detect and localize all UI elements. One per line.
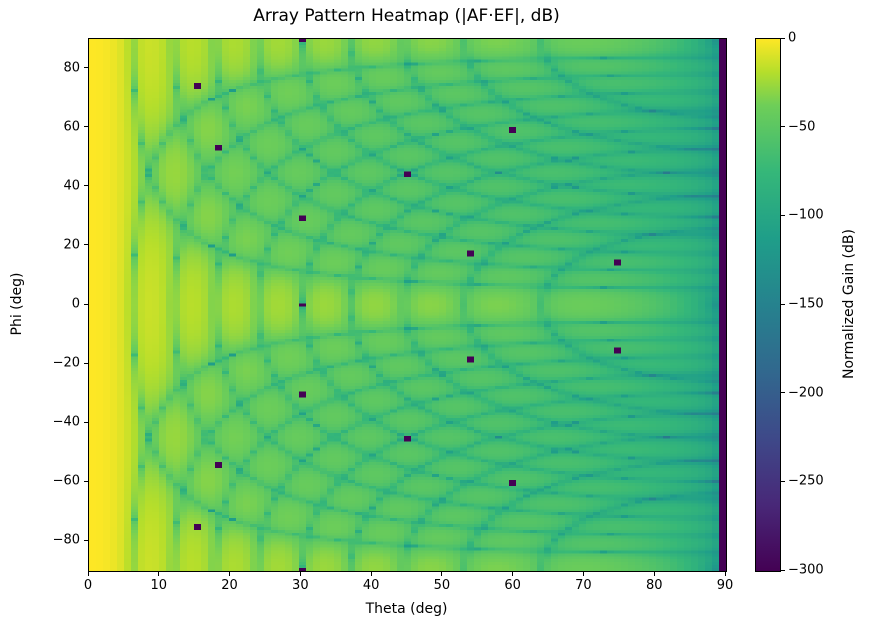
y-axis-label: Phi (deg) (9, 272, 25, 336)
y-tick-mark (84, 539, 88, 541)
colorbar-tick-label: −300 (788, 562, 824, 578)
colorbar-tick-label: 0 (788, 30, 797, 46)
x-tick-mark (370, 572, 372, 576)
heatmap-canvas (89, 39, 726, 571)
x-tick-mark (653, 572, 655, 576)
y-tick-label: 80 (63, 60, 80, 76)
y-tick-label: 40 (63, 178, 80, 194)
colorbar-tick-mark (781, 303, 785, 305)
colorbar-tick-mark (781, 480, 785, 482)
colorbar-tick-label: −50 (788, 119, 816, 135)
x-tick-mark (299, 572, 301, 576)
x-tick-label: 0 (83, 578, 93, 593)
y-tick-label: −40 (52, 414, 80, 430)
x-tick-mark (441, 572, 443, 576)
x-tick-label: 50 (433, 578, 451, 593)
y-tick-mark (84, 480, 88, 482)
y-tick-label: −20 (52, 355, 80, 371)
colorbar (755, 38, 781, 572)
colorbar-tick-mark (781, 126, 785, 128)
colorbar-tick-mark (781, 569, 785, 571)
x-tick-mark (229, 572, 231, 576)
chart-title: Array Pattern Heatmap (|AF·EF|, dB) (253, 6, 560, 26)
y-tick-mark (84, 185, 88, 187)
colorbar-tick-label: −250 (788, 473, 824, 489)
x-tick-label: 40 (362, 578, 380, 593)
x-tick-label: 30 (292, 578, 309, 593)
y-tick-label: −80 (52, 532, 80, 548)
y-tick-mark (84, 303, 88, 305)
y-tick-label: 0 (71, 296, 80, 312)
x-tick-mark (724, 572, 726, 576)
plot-area (88, 38, 727, 572)
colorbar-tick-label: −200 (788, 385, 824, 401)
y-tick-label: −60 (52, 473, 80, 489)
x-tick-mark (512, 572, 514, 576)
colorbar-tick-mark (781, 214, 785, 216)
colorbar-tick-mark (781, 392, 785, 394)
x-tick-label: 70 (575, 578, 592, 593)
x-tick-label: 10 (150, 578, 168, 593)
x-tick-label: 60 (504, 578, 521, 593)
x-tick-mark (582, 572, 584, 576)
colorbar-tick-mark (781, 37, 785, 39)
y-tick-label: 60 (63, 119, 80, 135)
x-tick-mark (158, 572, 160, 576)
y-tick-mark (84, 421, 88, 423)
x-tick-mark (87, 572, 89, 576)
colorbar-tick-label: −150 (788, 296, 824, 312)
y-tick-mark (84, 67, 88, 69)
y-tick-label: 20 (63, 237, 80, 253)
x-axis-label: Theta (deg) (365, 601, 448, 617)
y-tick-mark (84, 244, 88, 246)
x-tick-label: 90 (716, 578, 734, 593)
y-tick-mark (84, 362, 88, 364)
y-tick-mark (84, 126, 88, 128)
x-tick-label: 20 (221, 578, 238, 593)
colorbar-label: Normalized Gain (dB) (841, 229, 857, 379)
colorbar-tick-label: −100 (788, 207, 824, 223)
x-tick-label: 80 (645, 578, 663, 593)
